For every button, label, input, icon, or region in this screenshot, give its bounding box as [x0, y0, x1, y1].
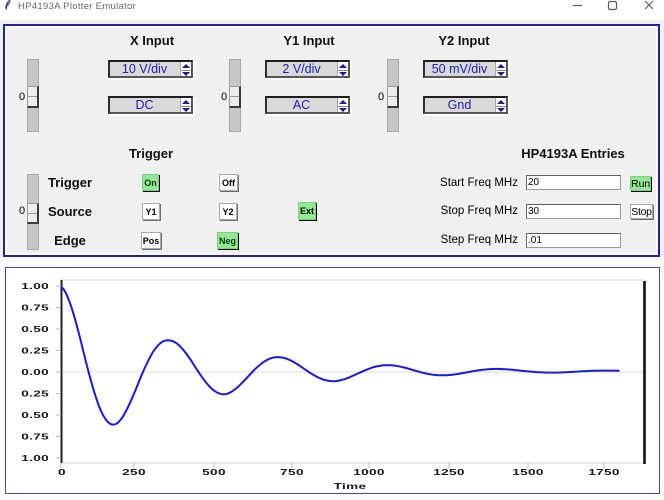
svg-text:0.50: 0.50 [21, 326, 49, 335]
svg-text:0.50: 0.50 [21, 412, 49, 421]
svg-text:750: 750 [280, 469, 304, 478]
svg-text:1500: 1500 [512, 469, 544, 478]
svg-text:1.00: 1.00 [21, 283, 49, 292]
svg-text:1000: 1000 [353, 469, 385, 478]
svg-text:1.00: 1.00 [21, 455, 49, 464]
svg-text:0.75: 0.75 [21, 304, 49, 313]
svg-text:500: 500 [202, 469, 226, 478]
svg-text:0.25: 0.25 [21, 347, 49, 356]
svg-text:1250: 1250 [433, 469, 465, 478]
svg-text:Time: Time [334, 483, 367, 492]
svg-text:0.25: 0.25 [21, 390, 49, 399]
svg-text:0.75: 0.75 [21, 433, 49, 442]
svg-text:250: 250 [122, 469, 146, 478]
svg-text:0: 0 [58, 469, 66, 478]
svg-text:1750: 1750 [588, 469, 620, 478]
svg-text:0.00: 0.00 [21, 369, 49, 378]
